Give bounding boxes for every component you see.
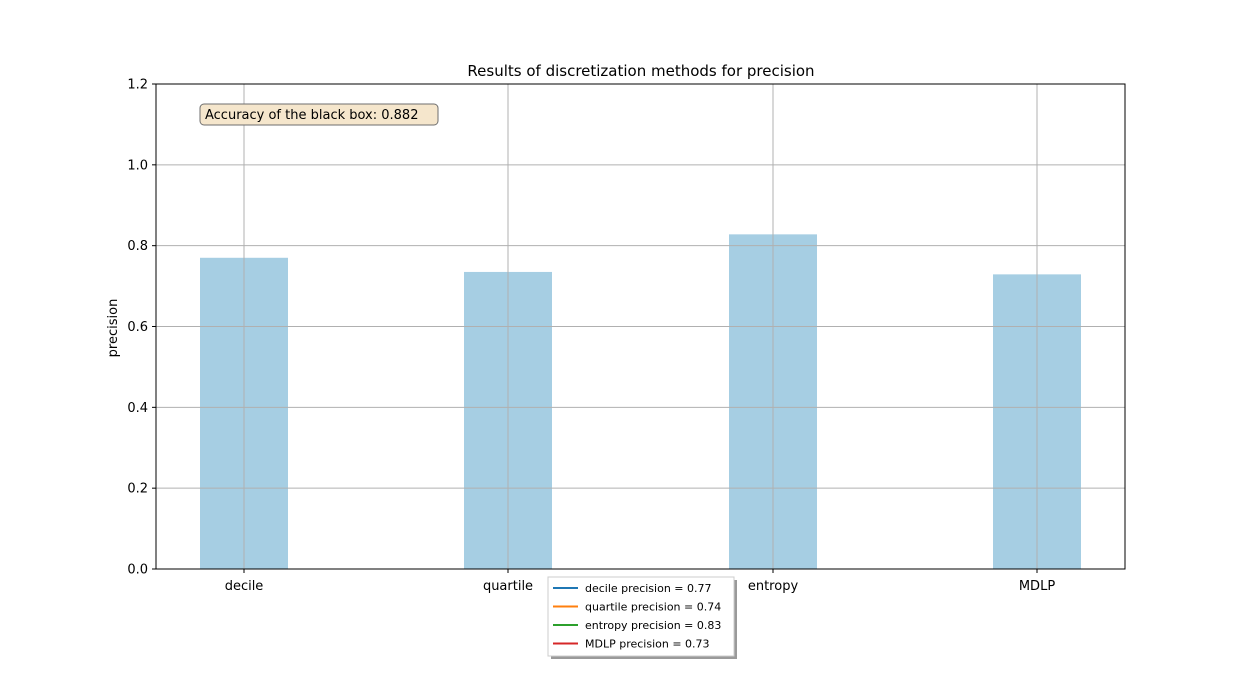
x-tick-label: quartile bbox=[483, 579, 533, 594]
legend-entry-label: quartile precision = 0.74 bbox=[585, 601, 721, 614]
y-tick-label: 1.0 bbox=[127, 158, 148, 173]
annotation-background bbox=[199, 103, 439, 126]
y-tick-label: 0.2 bbox=[127, 482, 148, 497]
legend-entry-label: entropy precision = 0.83 bbox=[585, 619, 721, 632]
legend: decile precision = 0.77 quartile precisio… bbox=[547, 576, 737, 659]
annotation-text: Accuracy of the black box: 0.882 bbox=[205, 108, 418, 123]
x-tick-label: entropy bbox=[748, 579, 799, 594]
y-tick-label: 0.6 bbox=[127, 320, 148, 335]
chart-title: Results of discretization methods for pr… bbox=[467, 62, 814, 80]
ticks-layer: 0.0 0.2 0.4 0.6 0.8 1.0 1.2 decile quartile entro… bbox=[127, 78, 1055, 595]
y-tick-label: 0.8 bbox=[127, 239, 148, 254]
annotation-box: Accuracy of the black box: 0.882 bbox=[199, 103, 439, 126]
legend-entry-label: MDLP precision = 0.73 bbox=[585, 638, 710, 651]
legend-entry-label: decile precision = 0.77 bbox=[585, 582, 712, 595]
legend-frame bbox=[547, 576, 735, 657]
y-tick-label: 0.4 bbox=[127, 401, 148, 416]
y-axis-label: precision bbox=[106, 299, 121, 358]
x-tick-label: MDLP bbox=[1019, 579, 1055, 594]
x-tick-label: decile bbox=[225, 579, 264, 594]
y-tick-label: 0.0 bbox=[127, 563, 148, 578]
y-tick-label: 1.2 bbox=[127, 78, 148, 93]
